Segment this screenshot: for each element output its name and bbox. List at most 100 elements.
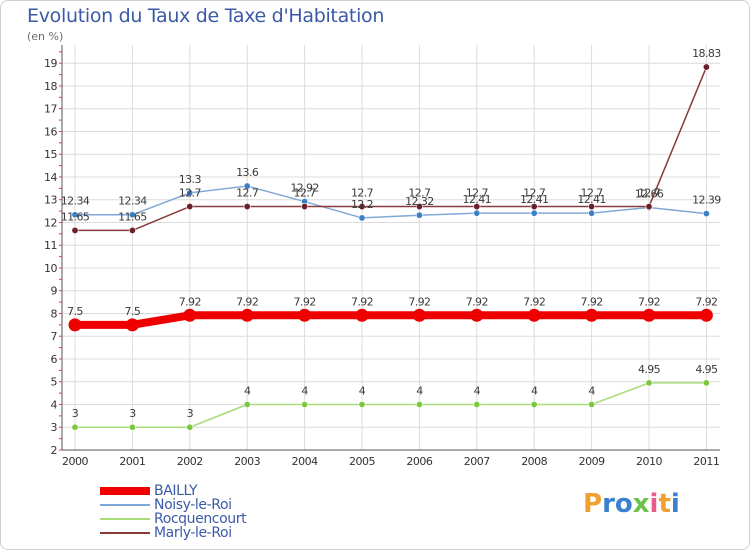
data-label-noisy-le-roi: 12.66 — [635, 187, 664, 200]
data-point-marly-le-roi — [415, 203, 423, 211]
data-point-bailly — [298, 308, 312, 322]
brand-letter: x — [632, 489, 650, 519]
legend-swatch — [100, 532, 150, 534]
data-point-marly-le-roi — [301, 203, 309, 211]
data-point-rocquencourt — [415, 400, 423, 408]
data-label-marly-le-roi: 12.7 — [523, 187, 546, 200]
brand-letter: P — [583, 489, 603, 519]
brand-letter: i — [670, 489, 680, 519]
data-point-bailly — [125, 318, 139, 332]
data-label-marly-le-roi: 12.7 — [638, 187, 661, 200]
y-tick-label: 8 — [51, 307, 58, 320]
data-label-marly-le-roi: 11.65 — [61, 210, 90, 223]
brand-letter: i — [649, 489, 659, 519]
x-tick-label: 2006 — [406, 455, 432, 468]
legend-label: Rocquencourt — [154, 511, 247, 527]
data-point-bailly — [68, 318, 82, 332]
data-point-rocquencourt — [702, 379, 710, 387]
data-point-rocquencourt — [186, 423, 194, 431]
data-point-marly-le-roi — [473, 203, 481, 211]
data-point-marly-le-roi — [530, 203, 538, 211]
x-tick-label: 2008 — [521, 455, 547, 468]
y-tick-label: 11 — [44, 239, 57, 252]
y-tick-label: 2 — [51, 444, 58, 457]
data-point-bailly — [355, 308, 369, 322]
data-label-noisy-le-roi: 12.32 — [405, 195, 434, 208]
data-label-rocquencourt: 4 — [588, 384, 595, 397]
data-label-bailly: 7.5 — [67, 305, 83, 318]
data-point-rocquencourt — [128, 423, 136, 431]
brand-letter: r — [602, 489, 615, 519]
data-label-noisy-le-roi: 12.92 — [290, 182, 319, 195]
data-label-rocquencourt: 3 — [72, 407, 79, 420]
y-tick-label: 14 — [44, 171, 57, 184]
data-label-noisy-le-roi: 12.34 — [61, 195, 90, 208]
data-label-rocquencourt: 4.95 — [695, 363, 718, 376]
data-label-marly-le-roi: 12.7 — [179, 187, 202, 200]
data-label-noisy-le-roi: 13.3 — [179, 173, 202, 186]
data-point-noisy-le-roi — [243, 182, 251, 190]
y-tick-label: 6 — [51, 353, 58, 366]
series-line-marly-le-roi — [74, 66, 708, 232]
y-tick-label: 13 — [44, 194, 57, 207]
data-label-noisy-le-roi: 12.41 — [577, 193, 606, 206]
data-label-marly-le-roi: 12.7 — [236, 187, 259, 200]
x-tick-label: 2007 — [464, 455, 490, 468]
data-label-bailly: 7.92 — [695, 295, 717, 308]
y-tick-label: 4 — [51, 398, 58, 411]
data-label-rocquencourt: 4 — [531, 384, 538, 397]
data-point-bailly — [183, 308, 197, 322]
data-point-marly-le-roi — [588, 203, 596, 211]
data-label-bailly: 7.92 — [236, 295, 258, 308]
x-tick-label: 2010 — [636, 455, 662, 468]
data-point-noisy-le-roi — [702, 210, 710, 218]
data-point-noisy-le-roi — [530, 209, 538, 217]
series-line-noisy-le-roi — [74, 185, 708, 219]
data-label-marly-le-roi: 12.7 — [581, 187, 604, 200]
data-point-marly-le-roi — [128, 226, 136, 234]
series-line-rocquencourt — [74, 382, 708, 428]
data-label-noisy-le-roi: 12.41 — [520, 193, 549, 206]
data-point-marly-le-roi — [186, 203, 194, 211]
y-tick-label: 3 — [51, 421, 58, 434]
data-label-bailly: 7.92 — [638, 295, 660, 308]
y-tick-label: 5 — [51, 376, 58, 389]
data-point-bailly — [240, 308, 254, 322]
x-tick-label: 2005 — [349, 455, 375, 468]
data-point-marly-le-roi — [358, 203, 366, 211]
y-axis-label: (en %) — [27, 30, 64, 43]
data-point-bailly — [412, 308, 426, 322]
x-tick-label: 2009 — [579, 455, 605, 468]
data-point-marly-le-roi — [645, 203, 653, 211]
data-point-bailly — [527, 308, 541, 322]
data-label-rocquencourt: 4 — [244, 384, 251, 397]
y-tick-label: 9 — [51, 285, 58, 298]
legend-swatch — [100, 518, 150, 520]
data-point-noisy-le-roi — [128, 211, 136, 219]
data-label-rocquencourt: 4.95 — [638, 363, 661, 376]
data-label-bailly: 7.92 — [294, 295, 316, 308]
brand-letter: t — [658, 489, 671, 519]
legend-item-noisy-le-roi: Noisy-le-Roi — [100, 498, 246, 512]
axes: 2 3 4 5 6 7 8 9 10 11 12 13 14 15 16 17 18 19 2000 2001 2002… — [44, 45, 720, 468]
y-tick-label: 16 — [44, 125, 57, 138]
data-point-rocquencourt — [645, 379, 653, 387]
x-tick-label: 2002 — [177, 455, 203, 468]
data-point-rocquencourt — [301, 400, 309, 408]
data-label-marly-le-roi: 12.7 — [351, 187, 374, 200]
data-label-rocquencourt: 3 — [129, 407, 136, 420]
data-label-marly-le-roi: 12.7 — [408, 187, 431, 200]
legend-label: BAILLY — [154, 483, 198, 499]
data-label-rocquencourt: 4 — [474, 384, 481, 397]
chart-title: Evolution du Taux de Taxe d'Habitation — [27, 5, 385, 27]
data-label-noisy-le-roi: 12.2 — [351, 198, 373, 211]
legend-swatch — [100, 487, 150, 495]
legend-item-marly-le-roi: Marly-le-Roi — [100, 526, 246, 540]
data-label-bailly: 7.92 — [523, 295, 545, 308]
data-point-rocquencourt — [473, 400, 481, 408]
series — [68, 63, 713, 431]
data-point-marly-le-roi — [243, 203, 251, 211]
brand-logo: Proxiti — [583, 489, 680, 519]
